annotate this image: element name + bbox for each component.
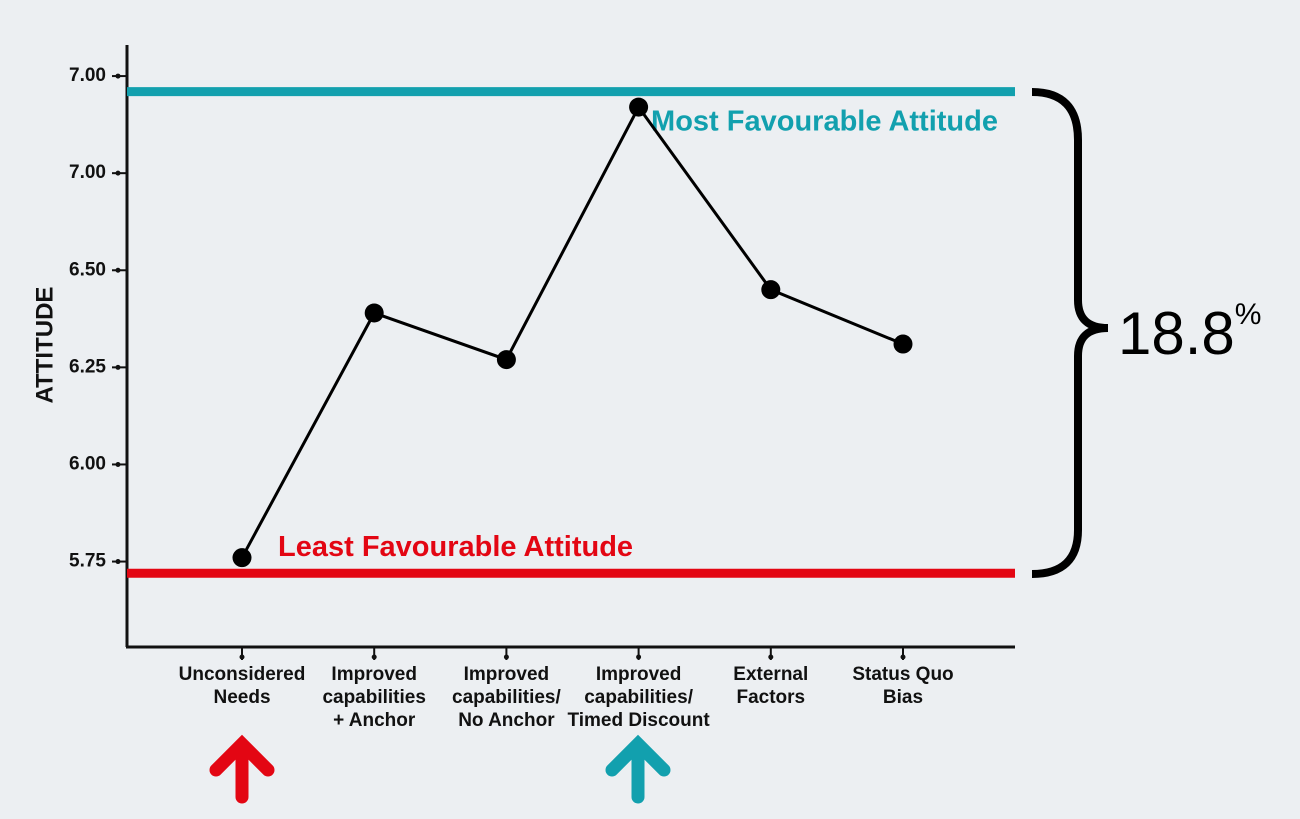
arrow-up bbox=[209, 734, 275, 804]
x-tick-dot bbox=[239, 654, 245, 660]
x-tick-line: Unconsidered bbox=[179, 664, 306, 685]
y-axis-label: ATTITUDE bbox=[31, 287, 58, 404]
y-tick-label: 7.00 bbox=[69, 65, 106, 86]
point bbox=[364, 303, 384, 323]
brace bbox=[1031, 88, 1109, 578]
y-tick-label: 5.75 bbox=[69, 551, 106, 572]
x-tick-line: Improved bbox=[596, 664, 682, 685]
point bbox=[496, 350, 516, 370]
reference-label: Most Favourable Attitude bbox=[651, 105, 998, 137]
y-tick-label: 6.25 bbox=[69, 356, 106, 377]
x-tick-dot bbox=[371, 654, 377, 660]
x-tick-dot bbox=[900, 654, 906, 660]
x-tick-line: Timed Discount bbox=[568, 710, 711, 731]
point bbox=[629, 97, 649, 117]
line bbox=[240, 104, 904, 559]
x-tick-line: Bias bbox=[883, 687, 923, 708]
x-tick-line: Status Quo bbox=[852, 664, 953, 685]
x-tick-label: Improved capabilities/No Anchor bbox=[452, 664, 561, 731]
x-tick-line: capabilities/ bbox=[452, 687, 561, 708]
y-tick-dot bbox=[115, 170, 121, 176]
bracket-value: 18.8 bbox=[1118, 300, 1235, 367]
point bbox=[761, 280, 781, 300]
bracket-unit: % bbox=[1235, 298, 1262, 331]
bracket-label: 18.8% bbox=[1118, 298, 1261, 367]
y-tick-label: 6.00 bbox=[69, 453, 106, 474]
point bbox=[893, 334, 913, 354]
x-tick-label: Status Quo Bias bbox=[852, 664, 953, 708]
y-tick-dot bbox=[115, 461, 121, 467]
x-tick-dot bbox=[768, 654, 774, 660]
y-tick-label: 7.00 bbox=[69, 162, 106, 183]
x-tick-line: Improved bbox=[464, 664, 550, 685]
point bbox=[232, 548, 252, 568]
arrow-up bbox=[605, 734, 671, 804]
reference-label: Least Favourable Attitude bbox=[278, 531, 633, 563]
x-tick-line: Needs bbox=[213, 687, 270, 708]
x-tick-line: + Anchor bbox=[333, 710, 416, 731]
x-tick-label: External Factors bbox=[733, 664, 808, 708]
y-tick-dot bbox=[115, 73, 121, 79]
x-tick-line: capabilities/ bbox=[584, 687, 693, 708]
x-tick-dot bbox=[503, 654, 509, 660]
x-tick-dot bbox=[636, 654, 642, 660]
y-tick-dot bbox=[115, 364, 121, 370]
y-tick-dot bbox=[115, 559, 121, 565]
x-tick-line: No Anchor bbox=[458, 710, 555, 731]
x-tick-line: Improved bbox=[331, 664, 417, 685]
x-tick-label: Unconsidered Needs bbox=[179, 664, 306, 708]
x-tick-line: Factors bbox=[736, 687, 805, 708]
y-tick-dot bbox=[115, 267, 121, 273]
x-tick-line: capabilities bbox=[322, 687, 426, 708]
y-tick-label: 6.50 bbox=[69, 259, 106, 280]
x-tick-line: External bbox=[733, 664, 808, 685]
x-tick-label: Improved capabilities + Anchor bbox=[322, 664, 426, 731]
x-tick-label: Improved capabilities/Timed Discount bbox=[568, 664, 711, 731]
